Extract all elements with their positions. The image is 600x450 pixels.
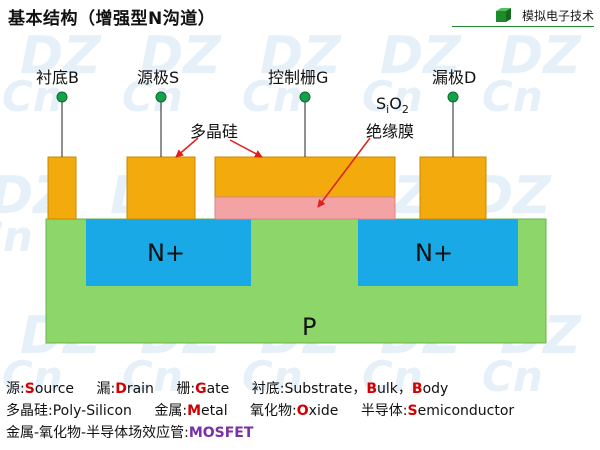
legend-semiconductor: 半导体:Semiconductor (360, 403, 515, 419)
oxide-formula-label: SiO2 (376, 94, 409, 117)
substrate-label: 衬底B (36, 68, 79, 87)
source-label: 源极S (137, 68, 180, 87)
cube-icon (495, 8, 511, 22)
brand-underline (452, 26, 594, 27)
n-plus-left-label: N+ (147, 239, 186, 267)
terminal-dot-icon (56, 91, 68, 103)
legend-mosfet-acronym: MOSFET (188, 425, 254, 441)
source-contact (126, 156, 196, 220)
brand-text: 模拟电子技术 (521, 8, 594, 23)
legend-source: 源:Source (6, 381, 75, 397)
n-plus-right-label: N+ (415, 239, 454, 267)
poly-arrow-right (229, 139, 263, 158)
page-title: 基本结构（增强型N沟道） (8, 9, 216, 29)
legend-mosfet-prefix: 金属-氧化物-半导体场效应管: (6, 425, 189, 441)
terminal-dot-icon (155, 91, 167, 103)
legend-row-2: 多晶硅:Poly-Silicon 金属:Metal 氧化物:Oxide 半导体:… (6, 400, 514, 420)
gate-poly (214, 156, 396, 198)
oxide-name-label: 绝缘膜 (366, 122, 415, 141)
brand: 模拟电子技术 (494, 4, 594, 26)
substrate-contact (47, 156, 77, 220)
legend-poly: 多晶硅:Poly-Silicon (6, 403, 132, 419)
terminal-dot-icon (299, 91, 311, 103)
gate-label: 控制栅G (268, 68, 329, 87)
legend-row-3: 金属-氧化物-半导体场效应管:MOSFET (6, 422, 253, 442)
legend-metal: 金属:Metal (154, 403, 228, 419)
legend-drain: 漏:Drain (96, 381, 154, 397)
poly-arrow-left (175, 137, 199, 158)
drain-label: 漏极D (432, 68, 477, 87)
n-plus-source-region (86, 219, 251, 286)
poly-label: 多晶硅 (190, 122, 239, 141)
n-plus-drain-region (358, 219, 518, 286)
gate-oxide (214, 196, 396, 220)
drain-contact (419, 156, 487, 220)
legend-substrate: 衬底:Substrate，Bulk，Body (251, 381, 449, 397)
legend-oxide: 氧化物:Oxide (250, 403, 339, 419)
terminal-dot-icon (447, 91, 459, 103)
oxide-arrow (317, 137, 371, 208)
p-label: P (302, 313, 317, 341)
legend-row-1: 源:Source 漏:Drain 栅:Gate 衬底:Substrate，Bul… (6, 378, 448, 398)
legend-gate: 栅:Gate (176, 381, 230, 397)
